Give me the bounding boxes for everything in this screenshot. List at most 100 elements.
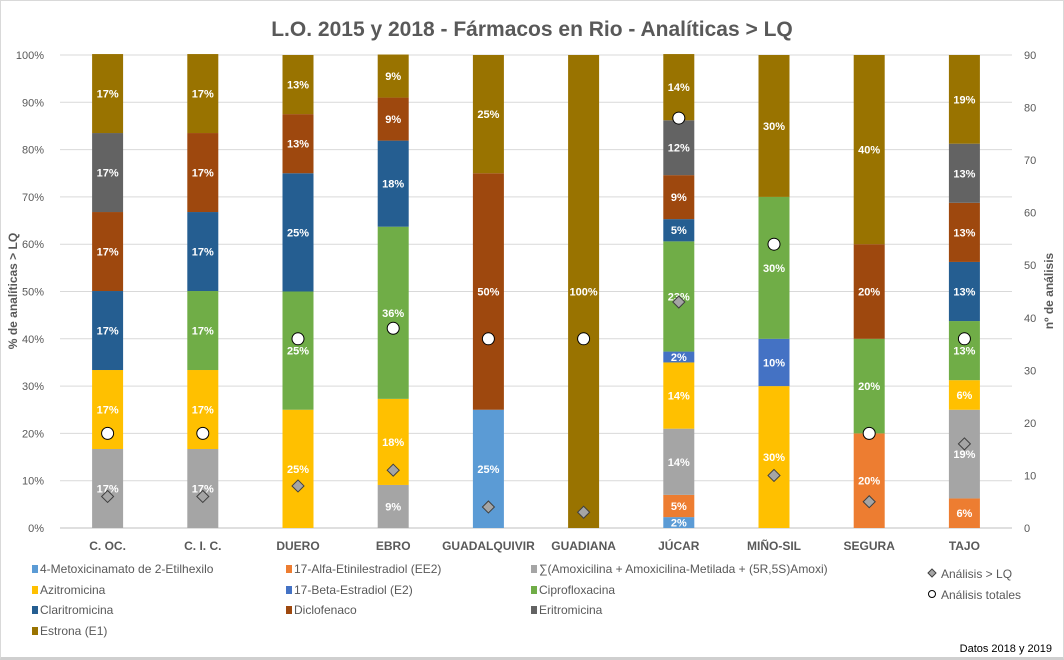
marker-analisis-lq (576, 505, 591, 519)
bar-segment (663, 219, 695, 242)
data-label: 2% (671, 518, 687, 530)
bar-segment (92, 133, 124, 213)
bar-segment (948, 261, 980, 322)
marker-analisis-lq (767, 468, 781, 483)
legend-entry: Claritromicina (40, 603, 114, 617)
data-label: 20% (858, 287, 880, 299)
x-tick-label: TAJO (949, 539, 980, 553)
bar-segment (948, 498, 980, 528)
legend-swatch (531, 586, 537, 594)
marker-analisis-totales (386, 321, 400, 335)
data-label: 17% (192, 168, 214, 180)
data-label: 6% (956, 390, 972, 402)
data-label: 30% (763, 263, 785, 275)
data-label: 9% (385, 114, 401, 126)
bar-segment (758, 338, 790, 387)
y-tick-label: 60% (22, 239, 44, 251)
legend-swatch (286, 606, 292, 614)
bar-segment (282, 173, 314, 292)
legend-swatch (286, 565, 292, 573)
data-label: 6% (956, 508, 972, 520)
bar-segment (472, 55, 504, 174)
marker-analisis-totales (101, 426, 115, 440)
bar-segment (948, 143, 980, 203)
bar-segment (663, 494, 695, 518)
y-tick-label: 0% (28, 523, 44, 535)
marker-analisis-totales (672, 111, 686, 125)
bar-segment (377, 226, 409, 399)
marker-analisis-lq (100, 489, 115, 504)
legend-entry: 17-Beta-Estradiol (E2) (294, 583, 413, 597)
data-label: 17% (192, 326, 214, 338)
bar-segment (948, 380, 980, 410)
footnote: Datos 2018 y 2019 (960, 643, 1052, 655)
data-label: 17% (192, 89, 214, 101)
y2-tick-label: 70 (1024, 155, 1036, 167)
y2-tick-label: 50 (1024, 260, 1036, 272)
data-label: 13% (953, 287, 975, 299)
legend-entry: 4-Metoxicinamato de 2-Etilhexilo (40, 562, 214, 576)
y-axis-label: % de analíticas > LQ (6, 233, 20, 349)
bar-segment (948, 321, 980, 381)
data-label: 18% (382, 179, 404, 191)
bar-segment (472, 173, 504, 410)
y2-tick-label: 80 (1024, 103, 1036, 115)
x-tick-label: MIÑO-SIL (747, 538, 801, 553)
data-label: 14% (668, 391, 690, 403)
bar-segment (663, 351, 695, 363)
legend-entry: 17-Alfa-Etinilestradiol (EE2) (294, 562, 441, 576)
legend-diamond-icon (927, 568, 937, 578)
chart-title: L.O. 2015 y 2018 - Fármacos en Rio - Ana… (271, 18, 793, 41)
x-tick-label: DUERO (276, 539, 319, 553)
legend-entry: Estrona (E1) (40, 624, 107, 638)
y-tick-label: 90% (22, 97, 44, 109)
data-label: 13% (287, 139, 309, 151)
data-label: 17% (192, 405, 214, 417)
y-tick-label: 10% (22, 476, 44, 488)
marker-analisis-lq (862, 495, 876, 509)
data-label: 17% (97, 89, 119, 101)
bar-segment (187, 54, 219, 134)
x-tick-label: SEGURA (844, 539, 896, 553)
legend-circle-icon (928, 590, 936, 598)
data-label: 5% (671, 501, 687, 513)
bar-segment (758, 386, 790, 528)
y-tick-label: 80% (22, 145, 44, 157)
data-label: 17% (97, 405, 119, 417)
data-label: 17% (192, 484, 214, 496)
bar-segment (282, 291, 314, 410)
data-label: 40% (858, 145, 880, 157)
data-label: 2% (671, 352, 687, 364)
x-tick-label: EBRO (376, 539, 411, 553)
bar-segment (853, 338, 885, 434)
bar-segment (663, 120, 695, 176)
data-label: 30% (763, 452, 785, 464)
data-label: 17% (97, 484, 119, 496)
data-label: 10% (763, 357, 785, 369)
marker-analisis-totales (767, 237, 781, 251)
y-tick-label: 100% (16, 50, 44, 62)
bar-segment (282, 409, 314, 528)
bar-segment (758, 55, 790, 197)
y2-tick-label: 60 (1024, 208, 1036, 220)
bar-segment (92, 54, 124, 134)
marker-analisis-totales (481, 332, 495, 346)
data-label: 20% (858, 381, 880, 393)
marker-analisis-lq (386, 463, 400, 477)
data-label: 17% (97, 326, 119, 338)
marker-analisis-totales (577, 332, 591, 346)
legend-entry: ∑(Amoxicilina + Amoxicilina-Metilada + (… (539, 562, 828, 576)
data-label: 9% (385, 501, 401, 513)
marker-analisis-lq (672, 295, 686, 309)
legend-swatch (32, 606, 38, 614)
y2-tick-label: 10 (1024, 470, 1036, 482)
x-tick-label: GUADALQUIVIR (442, 539, 535, 553)
data-label: 9% (671, 192, 687, 204)
bar-segment (377, 54, 409, 98)
marker-analisis-lq (196, 489, 210, 504)
bar-segment (758, 196, 790, 339)
x-tick-label: JÚCAR (658, 538, 700, 553)
bar-segment (187, 212, 219, 292)
bar-segment (948, 409, 980, 499)
